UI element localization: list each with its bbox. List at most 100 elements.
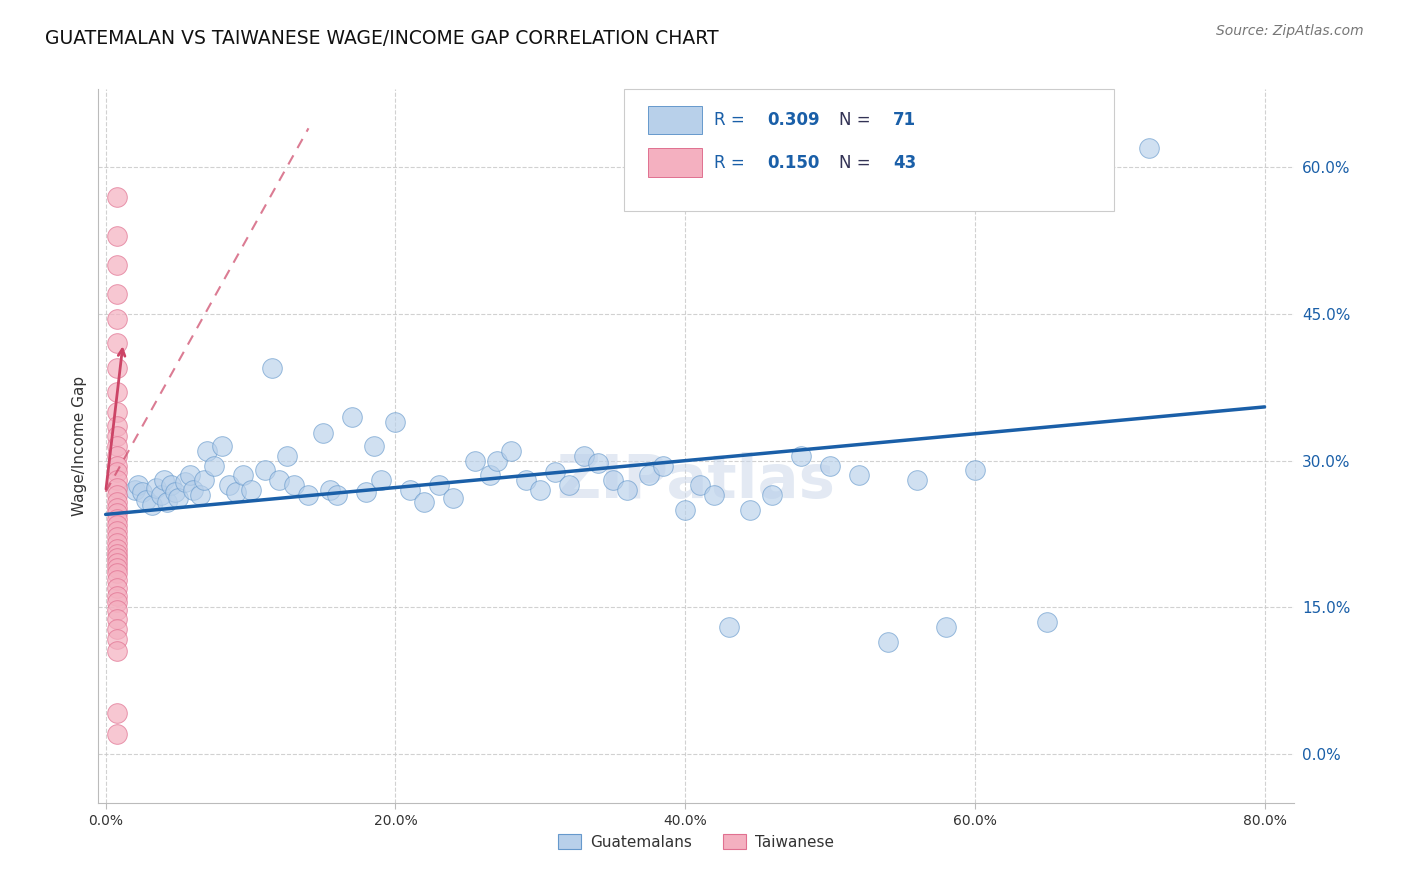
Point (105, 595, 128, 609)
Point (218, 478, 240, 492)
Point (105, 589, 128, 603)
Point (105, 518, 128, 533)
Point (312, 426, 335, 441)
Point (105, 727, 128, 741)
Text: 71: 71 (893, 111, 917, 128)
Point (105, 507, 128, 521)
Point (105, 612, 128, 626)
Point (174, 475, 197, 490)
Point (105, 258, 128, 272)
Point (262, 360, 284, 375)
Point (105, 557, 128, 571)
Point (761, 488, 783, 502)
Point (105, 481, 128, 495)
Point (105, 524, 128, 538)
Point (105, 385, 128, 400)
Point (211, 439, 233, 453)
Point (105, 581, 128, 595)
Point (363, 439, 385, 453)
Point (105, 494, 128, 508)
Text: N =: N = (839, 111, 876, 128)
Text: 0.150: 0.150 (768, 153, 820, 171)
Point (638, 468, 661, 483)
Point (105, 541, 128, 556)
FancyBboxPatch shape (648, 148, 702, 177)
Text: 0.309: 0.309 (768, 111, 820, 128)
Point (356, 485, 378, 500)
Point (160, 478, 183, 492)
Point (544, 466, 567, 480)
Point (105, 190, 128, 204)
Point (188, 488, 211, 502)
Point (202, 458, 225, 473)
FancyBboxPatch shape (648, 105, 702, 134)
Y-axis label: Wage/Income Gap: Wage/Income Gap (72, 376, 87, 516)
Point (297, 488, 319, 502)
Point (485, 453, 508, 467)
Point (384, 415, 406, 429)
Point (464, 453, 486, 467)
Point (105, 405, 128, 419)
Text: Source: ZipAtlas.com: Source: ZipAtlas.com (1216, 24, 1364, 38)
Point (740, 502, 762, 516)
Point (877, 634, 900, 648)
Point (105, 488, 128, 502)
Point (105, 419, 128, 434)
Point (105, 512, 128, 526)
Point (105, 336, 128, 351)
Point (935, 620, 957, 634)
Text: 43: 43 (893, 153, 917, 171)
Point (232, 468, 254, 483)
Point (276, 449, 298, 463)
Point (105, 551, 128, 566)
Point (441, 491, 464, 505)
Point (105, 312, 128, 326)
Point (105, 706, 128, 720)
Point (253, 463, 276, 477)
Point (135, 492, 157, 507)
Point (127, 478, 149, 492)
Point (616, 483, 638, 497)
Point (141, 498, 163, 512)
Point (399, 483, 422, 497)
Legend: Guatemalans, Taiwanese: Guatemalans, Taiwanese (553, 828, 839, 855)
Point (239, 483, 262, 497)
Text: GUATEMALAN VS TAIWANESE WAGE/INCOME GAP CORRELATION CHART: GUATEMALAN VS TAIWANESE WAGE/INCOME GAP … (45, 29, 718, 47)
Point (905, 473, 928, 487)
Point (105, 622, 128, 636)
Text: N =: N = (839, 153, 876, 171)
Point (105, 449, 128, 463)
Point (225, 485, 247, 500)
Point (1137, 141, 1160, 155)
Point (529, 483, 551, 497)
Point (848, 468, 870, 483)
Point (105, 473, 128, 487)
Point (181, 483, 204, 497)
Text: ZIPatlas: ZIPatlas (557, 452, 835, 511)
Point (105, 566, 128, 580)
Point (105, 561, 128, 575)
Point (155, 494, 177, 508)
Point (131, 485, 153, 500)
Point (501, 443, 523, 458)
Point (124, 483, 146, 497)
Point (105, 547, 128, 561)
Text: R =: R = (714, 153, 749, 171)
Point (515, 473, 537, 487)
Point (165, 485, 187, 500)
Point (283, 478, 305, 492)
Point (427, 478, 450, 492)
Point (105, 458, 128, 473)
Point (340, 409, 363, 424)
Point (558, 478, 581, 492)
Point (105, 644, 128, 658)
Point (478, 468, 501, 483)
Point (105, 287, 128, 301)
Point (179, 468, 201, 483)
Point (105, 573, 128, 587)
Point (105, 439, 128, 453)
Point (195, 443, 218, 458)
Text: R =: R = (714, 111, 749, 128)
Point (689, 478, 711, 492)
Point (413, 494, 436, 508)
